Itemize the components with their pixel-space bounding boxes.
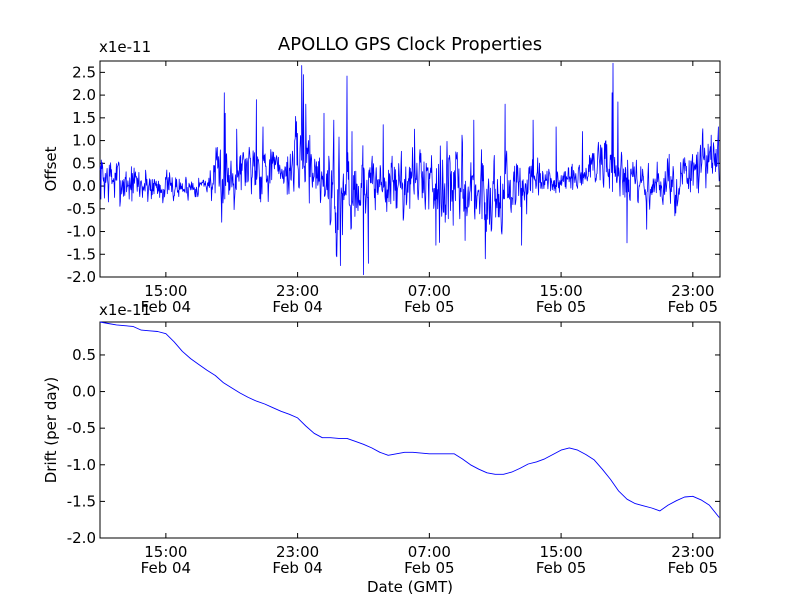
- y-tick-label: 2.5: [72, 63, 96, 81]
- x-tick-sublabel: Feb 04: [272, 298, 322, 316]
- x-tick-label: 15:00: [144, 282, 187, 300]
- figure-title: APOLLO GPS Clock Properties: [278, 34, 542, 55]
- drift-plot-frame: [99, 321, 721, 539]
- x-tick-label: 23:00: [671, 543, 714, 561]
- x-tick-sublabel: Feb 05: [668, 298, 718, 316]
- offset-exponent-label: x1e-11: [99, 38, 151, 56]
- drift-y-axis-label: Drift (per day): [42, 377, 60, 484]
- y-tick-label: -2.0: [67, 529, 96, 547]
- y-tick-label: -0.5: [67, 200, 96, 218]
- x-tick-label: 15:00: [539, 543, 582, 561]
- x-tick-sublabel: Feb 04: [141, 298, 191, 316]
- x-tick-label: 07:00: [408, 282, 451, 300]
- x-tick-sublabel: Feb 04: [141, 559, 191, 577]
- offset-panel: 2.52.01.51.00.50.0-0.5-1.0-1.5-2.015:00F…: [42, 38, 721, 316]
- y-tick-label: 1.5: [72, 109, 96, 127]
- x-tick-sublabel: Feb 05: [404, 298, 454, 316]
- x-tick-label: 23:00: [276, 282, 319, 300]
- x-tick-sublabel: Feb 05: [404, 559, 454, 577]
- y-tick-label: -1.5: [67, 245, 96, 263]
- y-tick-label: -2.0: [67, 268, 96, 286]
- x-axis-label: Date (GMT): [367, 578, 453, 596]
- y-tick-label: 0.5: [72, 154, 96, 172]
- y-tick-label: -0.5: [67, 419, 96, 437]
- y-tick-label: -1.5: [67, 492, 96, 510]
- x-tick-sublabel: Feb 04: [272, 559, 322, 577]
- x-tick-label: 07:00: [408, 543, 451, 561]
- offset-ticks: 2.52.01.51.00.50.0-0.5-1.0-1.5-2.015:00F…: [67, 61, 720, 316]
- x-tick-label: 15:00: [539, 282, 582, 300]
- y-tick-label: 0.5: [72, 346, 96, 364]
- x-tick-sublabel: Feb 05: [668, 559, 718, 577]
- offset-y-axis-label: Offset: [42, 146, 60, 191]
- y-tick-label: -1.0: [67, 223, 96, 241]
- y-tick-label: 1.0: [72, 132, 96, 150]
- y-tick-label: -1.0: [67, 456, 96, 474]
- x-tick-sublabel: Feb 05: [536, 559, 586, 577]
- y-tick-label: 0.0: [72, 383, 96, 401]
- x-tick-label: 23:00: [276, 543, 319, 561]
- y-tick-label: 0.0: [72, 177, 96, 195]
- y-tick-label: 2.0: [72, 86, 96, 104]
- x-tick-label: 23:00: [671, 282, 714, 300]
- drift-series-line: [99, 321, 720, 518]
- x-tick-label: 15:00: [144, 543, 187, 561]
- drift-exponent-label: x1e-11: [99, 301, 151, 319]
- offset-series-line: [99, 62, 720, 276]
- x-tick-sublabel: Feb 05: [536, 298, 586, 316]
